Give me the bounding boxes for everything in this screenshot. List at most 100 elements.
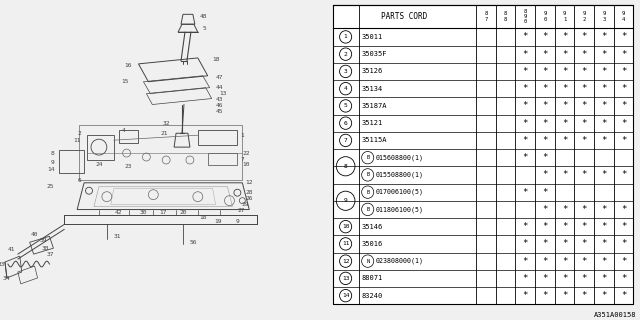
Text: *: * (601, 119, 607, 128)
Text: *: * (542, 136, 548, 145)
Text: 13: 13 (342, 276, 349, 281)
Text: 35035F: 35035F (362, 51, 387, 57)
Text: *: * (601, 67, 607, 76)
Text: *: * (582, 274, 587, 283)
Text: *: * (562, 67, 567, 76)
Text: B: B (366, 190, 369, 195)
Text: *: * (601, 257, 607, 266)
Text: *: * (601, 222, 607, 231)
Text: 27: 27 (237, 208, 245, 213)
Text: 35115A: 35115A (362, 137, 387, 143)
Text: *: * (562, 274, 567, 283)
Text: *: * (582, 119, 587, 128)
Text: *: * (542, 239, 548, 248)
Text: 16: 16 (124, 63, 132, 68)
Text: *: * (582, 205, 587, 214)
Text: *: * (601, 205, 607, 214)
Text: 9
4: 9 4 (622, 11, 625, 22)
Text: *: * (601, 50, 607, 59)
Text: 11: 11 (74, 138, 81, 143)
Text: *: * (562, 50, 567, 59)
Text: 56: 56 (190, 240, 197, 245)
Text: *: * (523, 67, 528, 76)
Text: *: * (542, 153, 548, 162)
Text: 31: 31 (114, 234, 121, 239)
Text: *: * (523, 101, 528, 110)
Text: 11: 11 (342, 241, 349, 246)
Text: *: * (562, 84, 567, 93)
Text: *: * (582, 67, 587, 76)
Text: *: * (582, 32, 587, 41)
Text: A351A00158: A351A00158 (595, 312, 637, 318)
Text: *: * (523, 50, 528, 59)
Text: *: * (621, 222, 626, 231)
Text: *: * (562, 257, 567, 266)
Text: *: * (562, 101, 567, 110)
Text: 9
0: 9 0 (543, 11, 547, 22)
Text: 43: 43 (216, 97, 223, 102)
Text: *: * (601, 84, 607, 93)
Text: 015608800(1): 015608800(1) (376, 154, 424, 161)
Text: *: * (621, 205, 626, 214)
Text: *: * (582, 136, 587, 145)
Text: *: * (582, 239, 587, 248)
Text: 42: 42 (115, 210, 122, 215)
Text: 21: 21 (161, 131, 168, 136)
Text: *: * (601, 32, 607, 41)
Text: 32: 32 (163, 121, 170, 126)
Text: *: * (562, 170, 567, 180)
Text: 26: 26 (245, 196, 253, 201)
Text: 22: 22 (243, 151, 250, 156)
Text: 18: 18 (199, 215, 207, 220)
Text: 45: 45 (216, 109, 223, 114)
Text: 44: 44 (216, 85, 223, 90)
Text: *: * (582, 101, 587, 110)
Text: 7: 7 (344, 138, 348, 143)
Text: 23: 23 (125, 164, 132, 169)
Text: 10: 10 (243, 163, 250, 167)
Text: *: * (523, 153, 528, 162)
Text: *: * (601, 101, 607, 110)
Text: 18: 18 (212, 57, 220, 62)
Text: 15: 15 (121, 79, 129, 84)
Text: 8
8: 8 8 (504, 11, 508, 22)
Text: *: * (621, 291, 626, 300)
Text: 19: 19 (214, 219, 221, 224)
Text: *: * (562, 136, 567, 145)
Text: 35011: 35011 (362, 34, 383, 40)
Text: 35016: 35016 (362, 241, 383, 247)
Text: B: B (366, 207, 369, 212)
Text: *: * (582, 257, 587, 266)
Text: *: * (542, 101, 548, 110)
Text: *: * (582, 84, 587, 93)
Text: *: * (601, 291, 607, 300)
Text: 33: 33 (0, 261, 5, 267)
Text: N: N (366, 259, 369, 264)
Text: *: * (601, 274, 607, 283)
Text: *: * (523, 257, 528, 266)
Text: *: * (542, 119, 548, 128)
Text: *: * (542, 188, 548, 197)
Text: 9: 9 (236, 219, 239, 224)
Text: 9
3: 9 3 (602, 11, 605, 22)
Text: 35121: 35121 (362, 120, 383, 126)
Text: 88071: 88071 (362, 276, 383, 281)
Text: *: * (562, 239, 567, 248)
Text: 48: 48 (200, 14, 207, 19)
Text: 37: 37 (47, 252, 54, 257)
Text: *: * (542, 170, 548, 180)
Text: 5: 5 (203, 26, 207, 31)
Text: *: * (542, 84, 548, 93)
Text: 14: 14 (47, 167, 54, 172)
Text: 4: 4 (344, 86, 348, 91)
Text: *: * (601, 170, 607, 180)
Text: *: * (582, 50, 587, 59)
Text: *: * (621, 50, 626, 59)
Text: 2: 2 (344, 52, 348, 57)
Text: 14: 14 (342, 293, 349, 298)
Text: *: * (582, 222, 587, 231)
Text: 9
1: 9 1 (563, 11, 566, 22)
Text: 6: 6 (77, 178, 81, 183)
Text: *: * (621, 32, 626, 41)
Text: *: * (542, 205, 548, 214)
